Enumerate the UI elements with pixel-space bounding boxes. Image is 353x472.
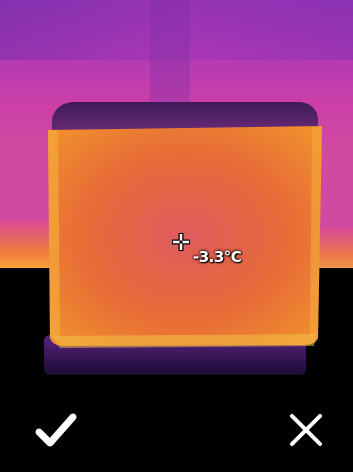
crosshair-icon [172, 233, 190, 251]
spot-temperature-readout: -3.3°C [193, 248, 242, 266]
confirm-button[interactable] [32, 406, 80, 454]
check-icon [35, 413, 77, 447]
close-icon [290, 414, 322, 446]
cancel-button[interactable] [282, 406, 330, 454]
action-bar [0, 382, 353, 472]
